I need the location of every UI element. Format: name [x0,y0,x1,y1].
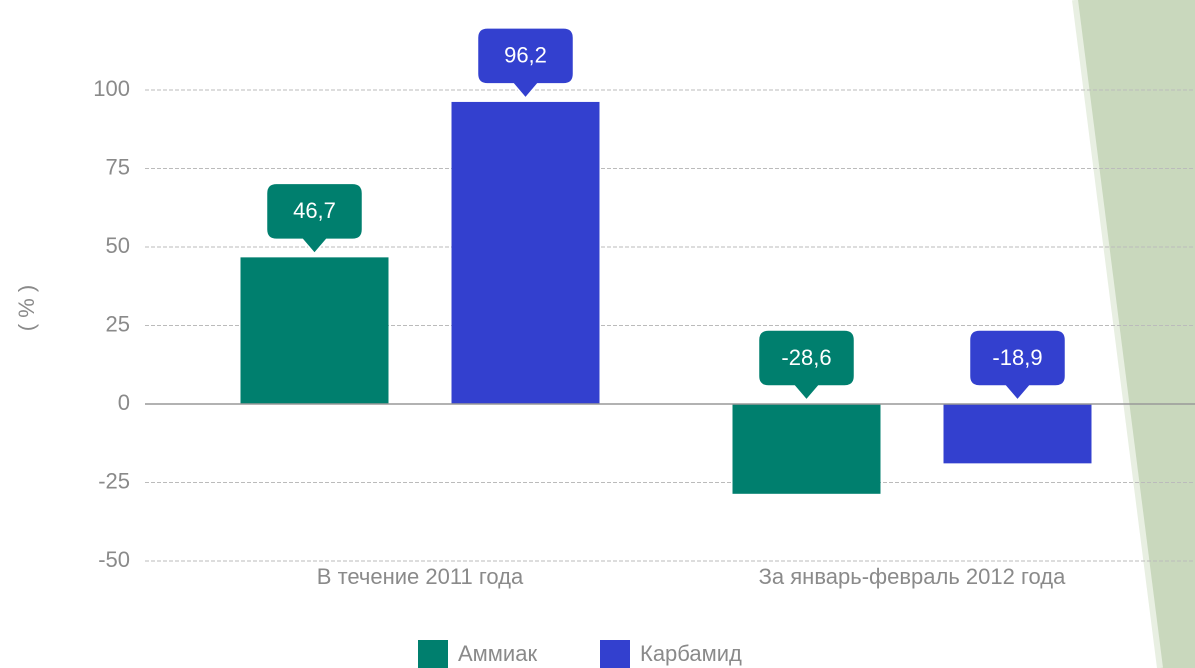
data-label: 96,2 [504,43,547,68]
x-tick-label: В течение 2011 года [316,564,524,589]
data-label: 46,7 [293,198,336,223]
callout [476,27,575,100]
legend-swatch [600,640,630,668]
decor-edge [1072,0,1163,668]
x-tick-label: За январь-февраль 2012 года [758,564,1066,589]
bar [451,101,600,404]
bar [943,404,1092,464]
data-label: -18,9 [992,345,1042,370]
callout [265,182,364,255]
y-tick-label: 25 [106,311,130,336]
data-label: -28,6 [781,345,831,370]
legend-swatch [418,640,448,668]
bar [732,404,881,494]
y-tick-label: 0 [118,390,130,415]
y-tick-label: 100 [93,76,130,101]
callout [968,329,1067,402]
y-axis-label: ( % ) [14,285,39,331]
callout [757,329,856,402]
legend-label: Аммиак [458,641,537,666]
decor-panel [1075,0,1195,668]
y-tick-label: 50 [106,233,130,258]
y-tick-label: 75 [106,154,130,179]
y-tick-label: -50 [98,547,130,572]
legend-label: Карбамид [640,641,742,666]
bar [240,257,389,404]
y-tick-label: -25 [98,468,130,493]
